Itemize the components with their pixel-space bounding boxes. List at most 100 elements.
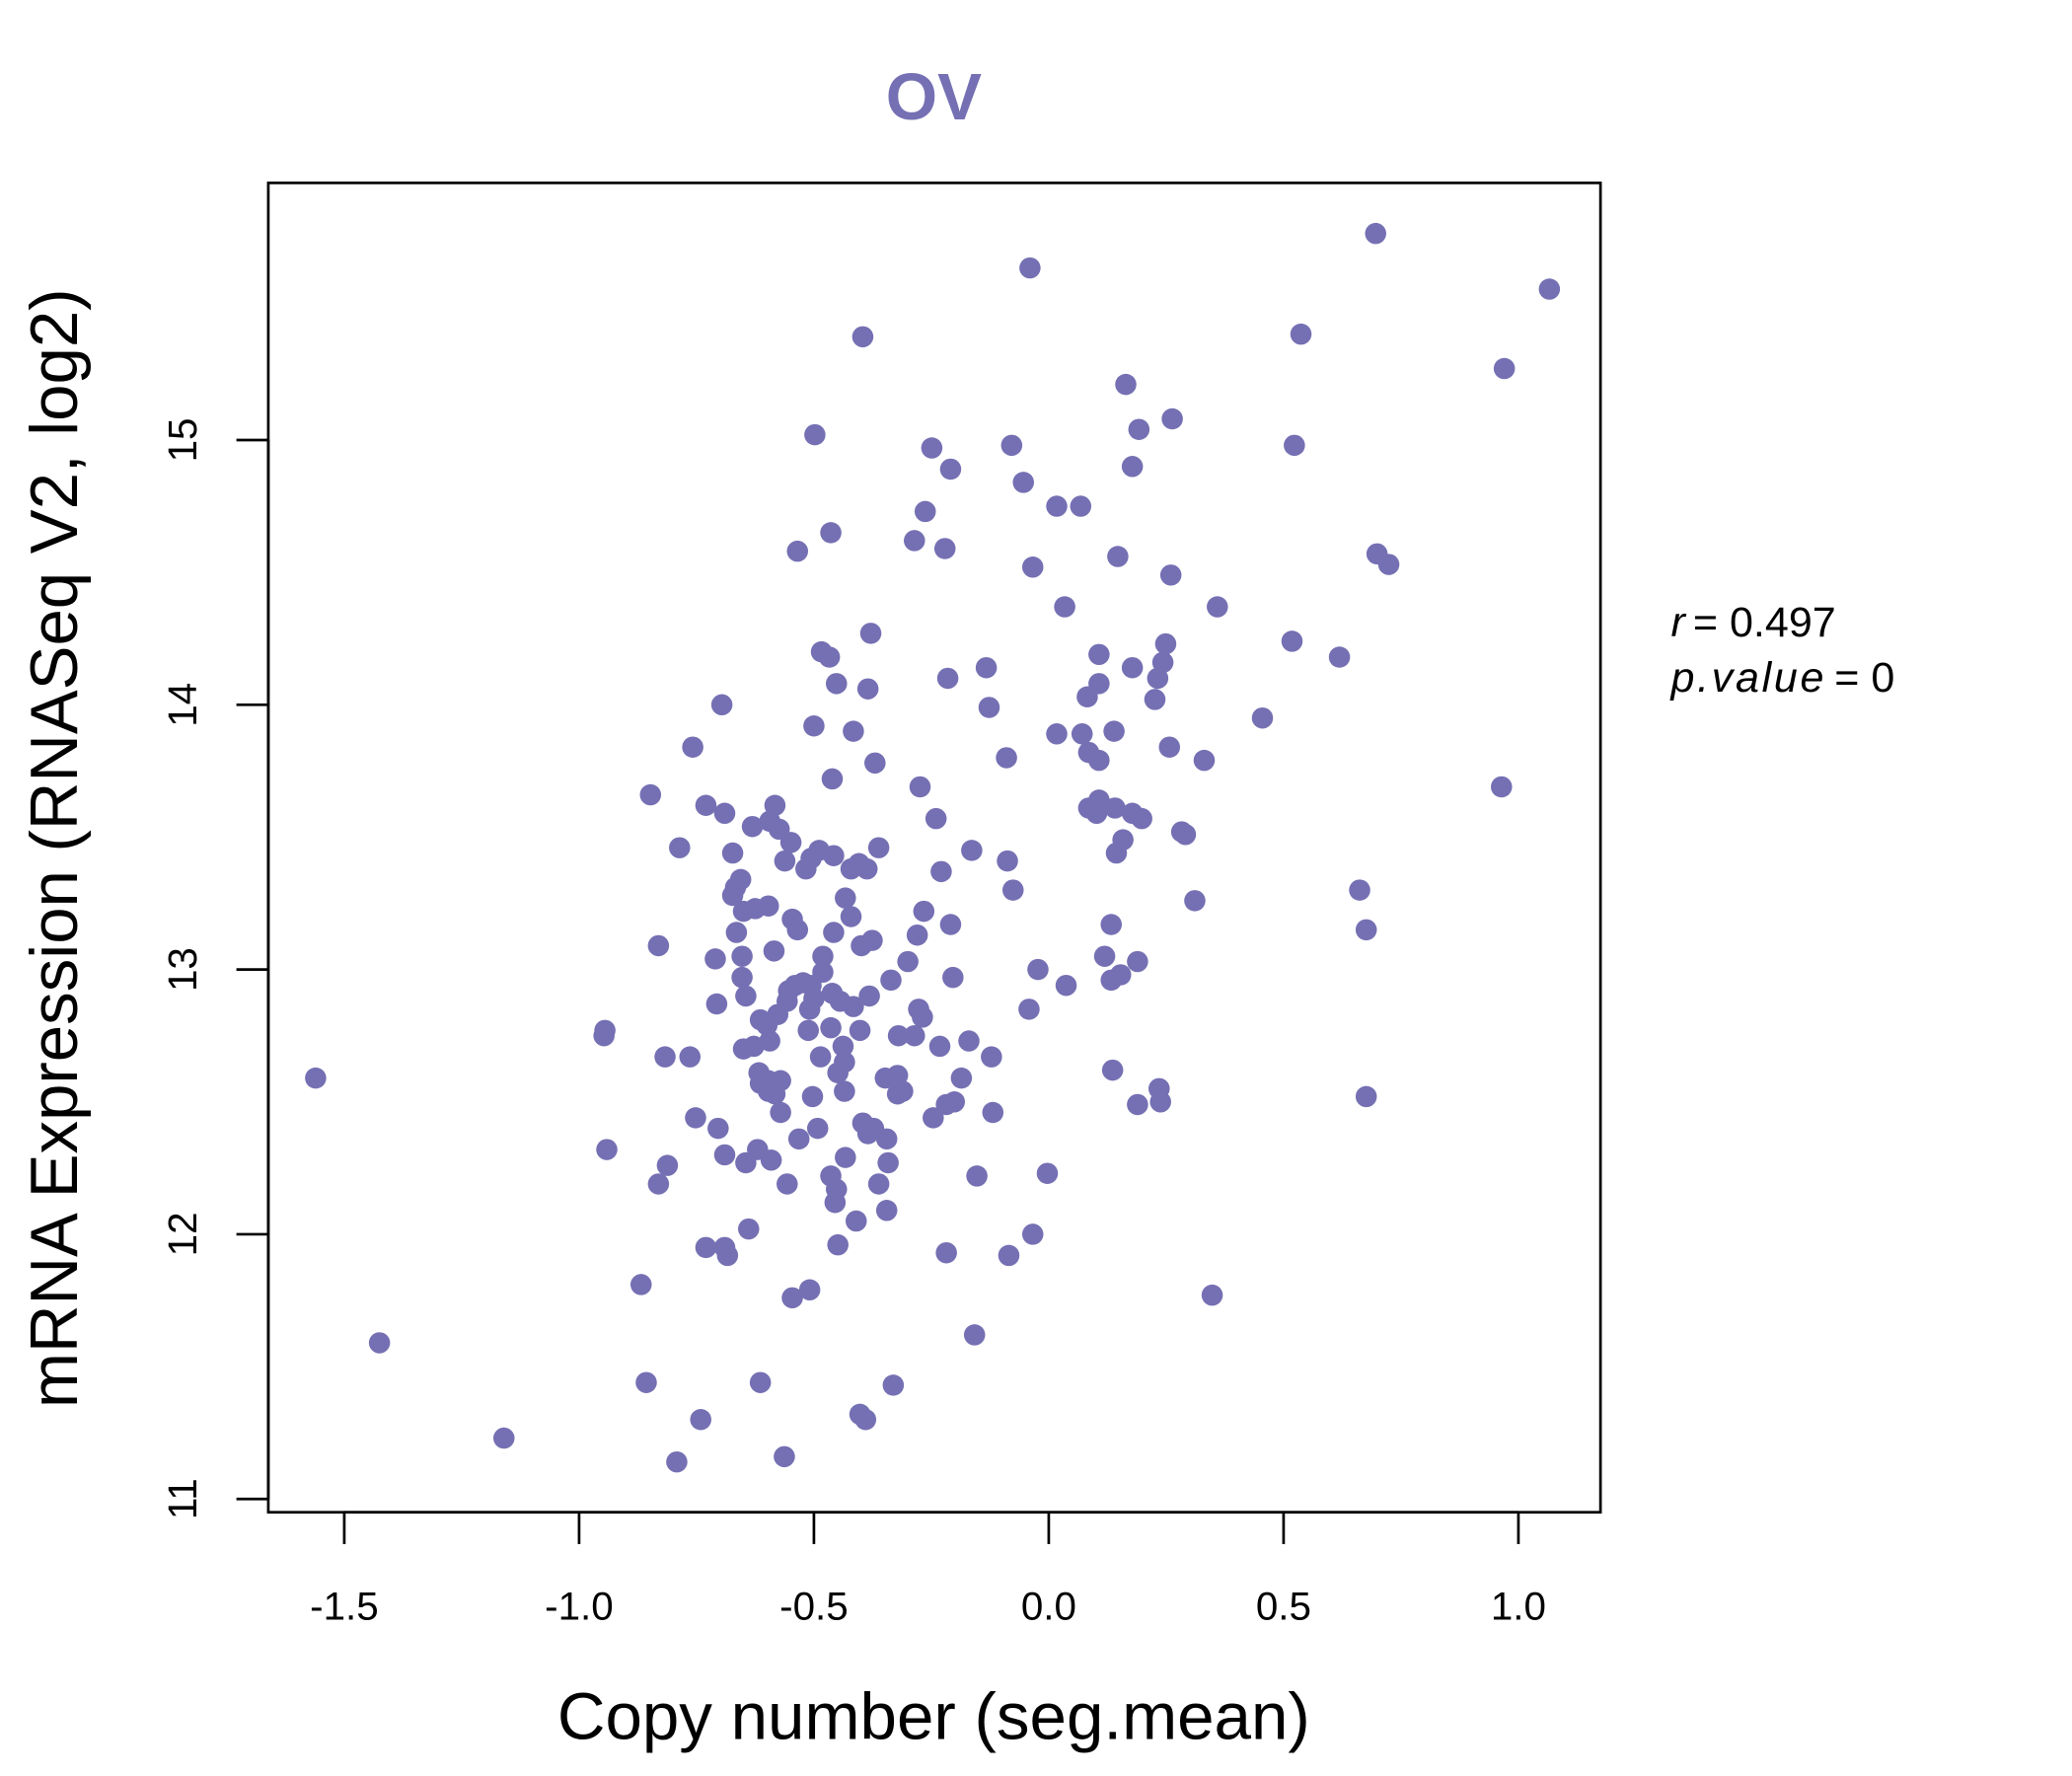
data-point xyxy=(629,1274,652,1295)
data-point xyxy=(1290,323,1312,345)
data-point xyxy=(669,837,691,858)
data-point xyxy=(695,794,717,816)
data-point xyxy=(1121,456,1144,478)
y-tick-label: 15 xyxy=(160,418,205,463)
data-point xyxy=(756,1014,778,1036)
y-axis-label: mRNA Expression (RNASeq V2, log2) xyxy=(18,288,92,1407)
x-tick-label: -0.5 xyxy=(779,1584,849,1629)
data-point xyxy=(786,919,809,941)
data-point xyxy=(975,656,998,679)
data-point xyxy=(875,1200,898,1221)
svg-text:p.value= 0: p.value = 0 xyxy=(1668,654,1894,702)
data-point xyxy=(978,697,1000,718)
data-point xyxy=(1154,632,1177,655)
data-point xyxy=(1100,969,1123,992)
data-point xyxy=(798,999,821,1020)
data-point xyxy=(912,1006,933,1028)
data-point xyxy=(741,815,764,838)
data-point xyxy=(1377,554,1400,575)
data-point xyxy=(939,914,962,935)
data-point xyxy=(982,1101,1004,1124)
data-point xyxy=(827,1062,849,1084)
plot-frame xyxy=(266,182,1602,1515)
data-point xyxy=(716,1244,739,1267)
data-point xyxy=(904,1024,925,1047)
data-point xyxy=(939,458,962,481)
data-point xyxy=(845,1210,867,1232)
data-point xyxy=(834,1080,855,1102)
y-tick-label: 11 xyxy=(160,1478,205,1519)
data-point xyxy=(867,1173,890,1195)
data-point xyxy=(732,900,755,923)
data-point xyxy=(804,423,826,446)
data-point xyxy=(795,857,817,880)
data-point xyxy=(1070,495,1092,517)
data-point xyxy=(1100,914,1123,935)
data-point xyxy=(904,530,925,552)
data-point xyxy=(1281,630,1303,652)
data-point xyxy=(1493,357,1516,380)
data-point xyxy=(705,993,728,1015)
data-point xyxy=(856,678,879,700)
data-point xyxy=(928,1035,951,1058)
data-point xyxy=(731,966,753,989)
data-point xyxy=(921,437,943,459)
x-tick-label: -1.5 xyxy=(310,1584,379,1629)
y-tick-label: 13 xyxy=(160,947,205,992)
data-point xyxy=(835,1147,856,1168)
data-point xyxy=(880,969,902,992)
data-point xyxy=(843,996,864,1017)
data-point xyxy=(1088,643,1110,666)
data-point xyxy=(1149,1091,1171,1113)
r-value: = 0.497 xyxy=(1693,599,1836,646)
data-point xyxy=(1104,797,1126,819)
data-point xyxy=(639,783,662,806)
data-point xyxy=(821,768,844,790)
data-point xyxy=(596,1139,618,1160)
data-point xyxy=(823,922,845,943)
data-point xyxy=(779,832,802,853)
y-tick-label: 12 xyxy=(160,1213,205,1257)
data-point xyxy=(682,736,703,758)
data-point xyxy=(925,807,947,830)
data-point xyxy=(858,985,880,1007)
data-point xyxy=(823,845,845,866)
data-point xyxy=(958,1030,980,1052)
x-tick-label: 1.0 xyxy=(1491,1584,1546,1629)
data-point xyxy=(1085,802,1108,825)
data-point xyxy=(1251,706,1274,729)
data-point xyxy=(1121,656,1144,679)
data-point xyxy=(368,1332,391,1354)
data-point xyxy=(832,1035,854,1058)
data-point xyxy=(930,860,952,883)
data-point xyxy=(695,1236,717,1259)
data-point xyxy=(679,1046,702,1068)
data-point xyxy=(1144,689,1166,710)
data-point xyxy=(656,1154,679,1176)
data-point xyxy=(809,1046,832,1068)
data-point xyxy=(923,1107,944,1129)
data-point xyxy=(963,1324,986,1346)
data-point xyxy=(732,1038,755,1060)
data-point xyxy=(996,747,1017,769)
data-point xyxy=(1027,958,1049,981)
data-point xyxy=(710,694,733,716)
data-point xyxy=(786,540,809,562)
data-points xyxy=(305,222,1561,1473)
data-point xyxy=(1046,723,1068,745)
data-point xyxy=(855,857,878,880)
data-point xyxy=(843,720,864,742)
r-label: r xyxy=(1670,599,1686,646)
data-point xyxy=(721,884,744,907)
data-point xyxy=(826,673,848,695)
data-point xyxy=(654,1046,676,1068)
data-point xyxy=(1071,723,1093,745)
svg-text:r= 0.497: r = 0.497 xyxy=(1670,599,1835,646)
data-point xyxy=(909,776,931,798)
data-point xyxy=(864,752,886,775)
data-point xyxy=(763,940,785,962)
data-point xyxy=(840,857,862,880)
data-point xyxy=(818,646,841,668)
data-point xyxy=(774,1445,795,1468)
